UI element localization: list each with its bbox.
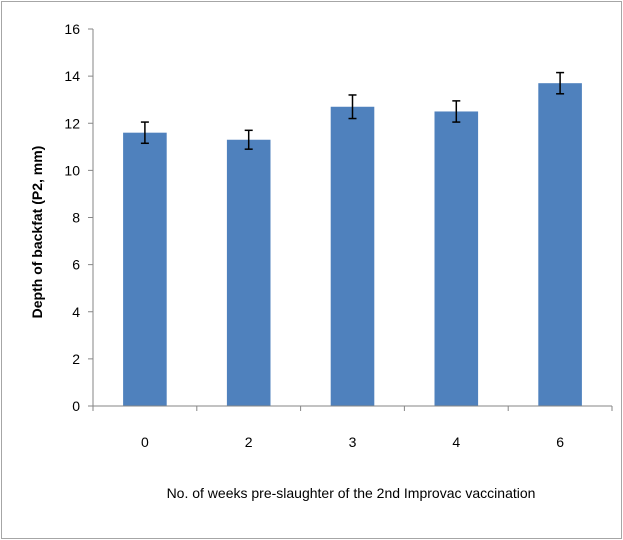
- y-tick-label: 14: [64, 68, 80, 84]
- bar-0: [123, 132, 167, 407]
- x-tick-label: 2: [245, 434, 253, 450]
- bar-6: [538, 83, 582, 406]
- y-tick-label: 0: [72, 398, 80, 414]
- bar-3: [330, 106, 375, 406]
- error-bar-3: [348, 94, 357, 120]
- y-axis-ticks: 0 2 4 6 8 10 12 14 16: [64, 21, 93, 414]
- y-tick-label: 12: [64, 115, 80, 131]
- error-bar-2: [244, 129, 253, 150]
- x-tick-label: 3: [349, 434, 357, 450]
- error-bar-0: [140, 121, 149, 145]
- x-tick-label: 0: [141, 434, 149, 450]
- y-axis-title: Depth of backfat (P2, mm): [29, 146, 45, 319]
- error-bar-6: [556, 71, 565, 95]
- x-tick-label: 4: [452, 434, 460, 450]
- y-tick-label: 2: [72, 351, 80, 367]
- y-tick-label: 4: [72, 304, 80, 320]
- x-tick-label: 6: [556, 434, 564, 450]
- y-tick-label: 8: [72, 210, 80, 226]
- error-bar-4: [452, 100, 461, 123]
- x-axis-ticks: 0 2 3 4 6: [92, 406, 613, 450]
- y-tick-label: 6: [72, 257, 80, 273]
- bar-4: [434, 111, 479, 406]
- bars: [123, 71, 582, 407]
- y-tick-label: 10: [64, 162, 80, 178]
- bar-2: [226, 139, 271, 406]
- y-tick-label: 16: [64, 21, 80, 37]
- x-axis-title: No. of weeks pre-slaughter of the 2nd Im…: [167, 485, 536, 501]
